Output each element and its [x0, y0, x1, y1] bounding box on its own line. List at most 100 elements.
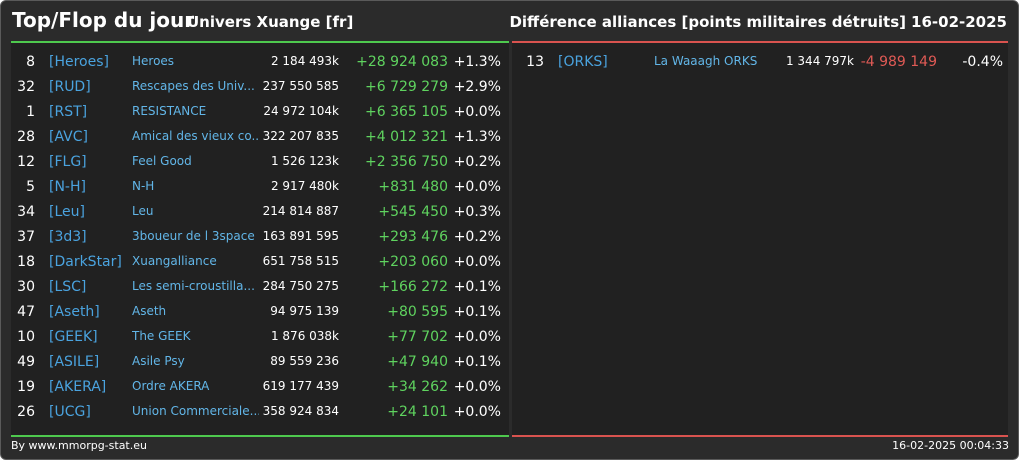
alliance-tag-link[interactable]: [ASILE]: [49, 354, 100, 370]
alliance-tag-link[interactable]: [RST]: [49, 104, 88, 120]
points-cell: 2 917 480k: [270, 179, 339, 193]
alliance-name-link[interactable]: Union Commerciale...: [132, 404, 259, 418]
rank-cell: 30: [17, 279, 35, 295]
percent-cell: +2.9%: [453, 79, 501, 95]
percent-cell: +0.1%: [453, 304, 501, 320]
alliance-tag-link[interactable]: [LSC]: [49, 279, 87, 295]
rank-cell: 5: [26, 179, 35, 195]
alliance-tag-link[interactable]: [GEEK]: [49, 329, 98, 345]
alliance-tag-link[interactable]: [Heroes]: [49, 54, 109, 70]
percent-cell: +0.1%: [453, 354, 501, 370]
points-cell: 237 550 585: [262, 79, 339, 93]
table-row: 8 [Heroes] Heroes 2 184 493k +28 924 083 +1.3…: [11, 49, 509, 74]
table-row: 47 [Aseth] Aseth 94 975 139 +80 595 +0.1%: [11, 299, 509, 324]
table-row: 26 [UCG] Union Commerciale... 358 924 834 +2…: [11, 399, 509, 424]
alliance-name-link[interactable]: La Waaagh ORKS: [654, 54, 758, 68]
points-cell: 284 750 275: [262, 279, 339, 293]
alliance-name-link[interactable]: RESISTANCE: [132, 104, 207, 118]
alliance-name-link[interactable]: Leu: [132, 204, 154, 218]
alliance-name-link[interactable]: Rescapes des Univ...: [132, 79, 255, 93]
points-cell: 651 758 515: [262, 254, 339, 268]
difference-cell: +293 476: [378, 229, 448, 245]
percent-cell: +0.1%: [453, 279, 501, 295]
alliance-tag-link[interactable]: [N-H]: [49, 179, 86, 195]
rank-cell: 37: [17, 229, 35, 245]
generated-timestamp: 16-02-2025 00:04:33: [892, 439, 1009, 452]
percent-cell: +0.0%: [453, 379, 501, 395]
difference-cell: +545 450: [378, 204, 448, 220]
points-cell: 1 876 038k: [270, 329, 339, 343]
top-panel: 8 [Heroes] Heroes 2 184 493k +28 924 083 +1.3…: [11, 41, 509, 437]
rank-cell: 18: [17, 254, 35, 270]
alliance-tag-link[interactable]: [Leu]: [49, 204, 85, 220]
alliance-name-link[interactable]: Heroes: [132, 54, 175, 68]
difference-cell: +80 595: [387, 304, 448, 320]
alliance-tag-link[interactable]: [AVC]: [49, 129, 88, 145]
difference-cell: +203 060: [378, 254, 448, 270]
percent-cell: +0.0%: [453, 104, 501, 120]
difference-cell: +47 940: [387, 354, 448, 370]
rank-cell: 1: [26, 104, 35, 120]
percent-cell: +0.3%: [453, 204, 501, 220]
alliance-name-link[interactable]: Xuangalliance: [132, 254, 217, 268]
difference-cell: +2 356 750: [365, 154, 448, 170]
table-row: 32 [RUD] Rescapes des Univ... 237 550 585 +6…: [11, 74, 509, 99]
alliance-tag-link[interactable]: [FLG]: [49, 154, 87, 170]
difference-cell: +6 365 105: [365, 104, 448, 120]
points-cell: 619 177 439: [262, 379, 339, 393]
rank-cell: 26: [17, 404, 35, 420]
table-row: 30 [LSC] Les semi-croustilla... 284 750 275…: [11, 274, 509, 299]
alliance-name-link[interactable]: Ordre AKERA: [132, 379, 210, 393]
points-cell: 1 344 797k: [785, 54, 854, 68]
rank-cell: 49: [17, 354, 35, 370]
flop-list: 13 [ORKS] La Waaagh ORKS 1 344 797k -4 989 1…: [512, 49, 1008, 74]
points-cell: 24 972 104k: [263, 104, 339, 118]
table-row: 1 [RST] RESISTANCE 24 972 104k +6 365 105 +0.…: [11, 99, 509, 124]
rank-cell: 32: [17, 79, 35, 95]
points-cell: 2 184 493k: [270, 54, 339, 68]
percent-cell: +0.2%: [453, 154, 501, 170]
difference-cell: +831 480: [378, 179, 448, 195]
points-cell: 358 924 834: [262, 404, 339, 418]
rank-cell: 28: [17, 129, 35, 145]
universe-label: Univers Xuange [fr]: [187, 13, 354, 31]
alliance-tag-link[interactable]: [Aseth]: [49, 304, 100, 320]
alliance-tag-link[interactable]: [AKERA]: [49, 379, 107, 395]
alliance-tag-link[interactable]: [3d3]: [49, 229, 87, 245]
alliance-tag-link[interactable]: [DarkStar]: [49, 254, 122, 270]
percent-cell: +0.0%: [453, 329, 501, 345]
source-credit[interactable]: By www.mmorpg-stat.eu: [11, 439, 147, 452]
table-row: 19 [AKERA] Ordre AKERA 619 177 439 +34 262 +0…: [11, 374, 509, 399]
percent-cell: +1.3%: [453, 129, 501, 145]
points-cell: 89 559 236: [270, 354, 339, 368]
top-list: 8 [Heroes] Heroes 2 184 493k +28 924 083 +1.3…: [11, 49, 509, 424]
table-row: 37 [3d3] 3boueur de l 3space 163 891 595 +29…: [11, 224, 509, 249]
alliance-name-link[interactable]: 3boueur de l 3space: [132, 229, 255, 243]
alliance-tag-link[interactable]: [ORKS]: [558, 54, 608, 70]
rank-cell: 12: [17, 154, 35, 170]
rank-cell: 10: [17, 329, 35, 345]
table-row: 18 [DarkStar] Xuangalliance 651 758 515 +203…: [11, 249, 509, 274]
difference-cell: +166 272: [378, 279, 448, 295]
alliance-tag-link[interactable]: [RUD]: [49, 79, 91, 95]
table-row: 28 [AVC] Amical des vieux co... 322 207 835…: [11, 124, 509, 149]
alliance-name-link[interactable]: Aseth: [132, 304, 167, 318]
difference-cell: +24 101: [387, 404, 448, 420]
alliance-tag-link[interactable]: [UCG]: [49, 404, 91, 420]
metric-subtitle: Différence alliances [points militaires …: [509, 13, 906, 31]
points-cell: 214 814 887: [262, 204, 339, 218]
alliance-name-link[interactable]: N-H: [132, 179, 155, 193]
percent-cell: +0.0%: [453, 404, 501, 420]
alliance-name-link[interactable]: Asile Psy: [132, 354, 185, 368]
rank-cell: 47: [17, 304, 35, 320]
difference-cell: +77 702: [387, 329, 448, 345]
table-row: 5 [N-H] N-H 2 917 480k +831 480 +0.0%: [11, 174, 509, 199]
rank-cell: 8: [26, 54, 35, 70]
percent-cell: +0.0%: [453, 254, 501, 270]
alliance-name-link[interactable]: The GEEK: [132, 329, 191, 343]
table-row: 10 [GEEK] The GEEK 1 876 038k +77 702 +0.0%: [11, 324, 509, 349]
alliance-name-link[interactable]: Feel Good: [132, 154, 192, 168]
alliance-name-link[interactable]: Amical des vieux co...: [132, 129, 259, 143]
alliance-name-link[interactable]: Les semi-croustilla...: [132, 279, 255, 293]
table-row: 13 [ORKS] La Waaagh ORKS 1 344 797k -4 989 1…: [512, 49, 1008, 74]
